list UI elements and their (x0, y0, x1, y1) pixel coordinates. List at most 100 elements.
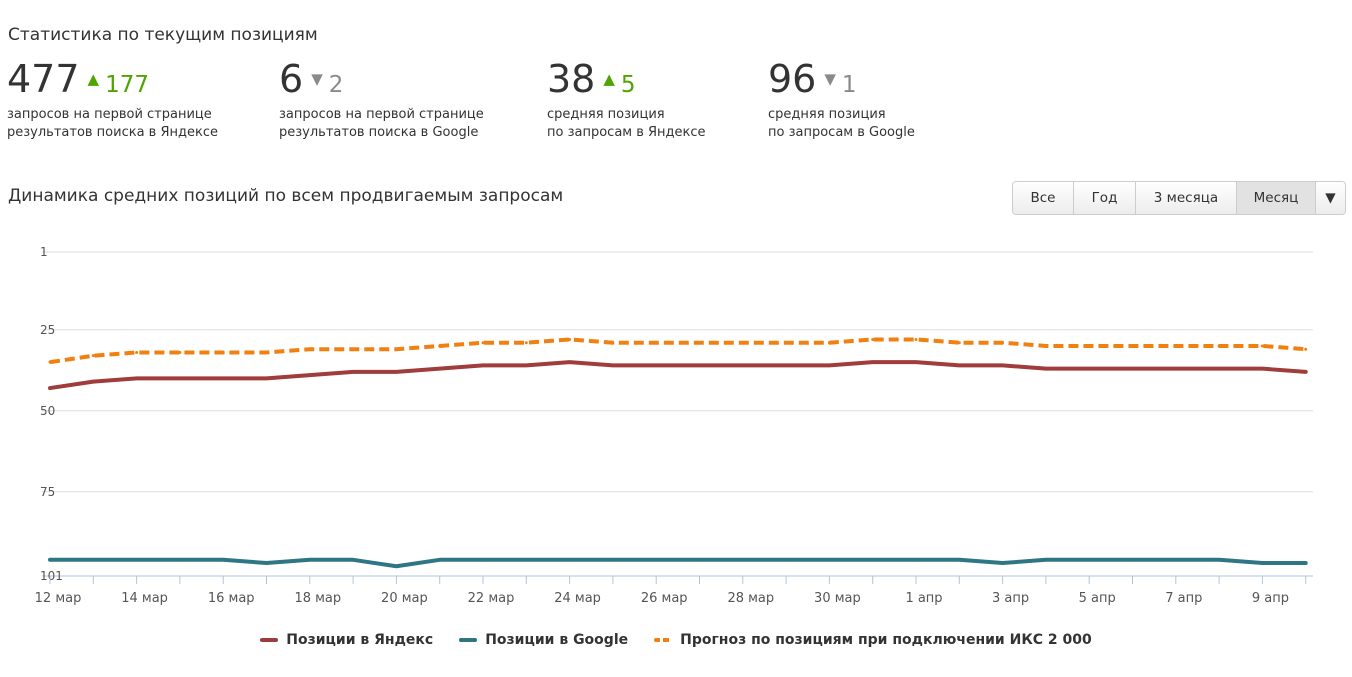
data-point-forecast (48, 360, 52, 364)
data-point-forecast (1131, 344, 1134, 348)
stat-value: 96 (768, 57, 817, 101)
data-point-google (1087, 558, 1091, 562)
data-point-yandex (611, 363, 615, 367)
data-point-yandex (568, 360, 572, 364)
x-tick-label: 5 апр (1079, 591, 1116, 606)
stat-value: 477 (7, 57, 80, 101)
data-point-google (221, 558, 225, 562)
legend-item-forecast[interactable]: Прогноз по позициям при подключении ИКС … (654, 632, 1092, 648)
range-3-months-button[interactable]: 3 месяца (1136, 182, 1237, 214)
x-tick-label: 28 мар (727, 591, 774, 606)
data-point-forecast (1044, 344, 1048, 348)
data-point-forecast (784, 341, 788, 345)
data-point-forecast (221, 350, 225, 354)
data-point-yandex (914, 360, 918, 364)
y-tick-label: 1 (40, 245, 48, 259)
data-point-yandex (1217, 367, 1221, 371)
data-point-forecast (178, 350, 182, 354)
legend-item-google[interactable]: Позиции в Google (459, 632, 628, 648)
stat-google-first-page: 6 ▼ 2 запросов на первой странице резуль… (279, 55, 484, 142)
data-point-google (698, 558, 701, 562)
y-tick-label: 75 (40, 485, 55, 499)
data-point-yandex (394, 370, 398, 374)
range-all-button[interactable]: Все (1013, 182, 1074, 214)
data-point-forecast (698, 341, 701, 345)
stat-google-avg-position: 96 ▼ 1 средняя позиция по запросам в Goo… (768, 55, 915, 142)
data-point-yandex (351, 370, 355, 374)
data-point-google (438, 558, 442, 562)
stat-change: 5 (620, 72, 636, 98)
data-point-yandex (221, 376, 225, 380)
data-point-yandex (48, 386, 52, 390)
data-point-yandex (654, 363, 658, 367)
positions-chart: 1 25 50 75 101 12 мар 14 мар 16 мар 18 мар 20 ма… (35, 245, 1313, 606)
data-point-forecast (135, 350, 139, 354)
legend-swatch-google (459, 638, 478, 642)
x-tick-label: 3 апр (992, 591, 1029, 606)
data-point-google (91, 558, 95, 562)
data-point-google (957, 558, 961, 562)
arrow-up-icon: ▲ (87, 70, 100, 88)
series-line-forecast (49, 337, 1306, 365)
data-point-forecast (265, 350, 268, 354)
x-tick-label: 14 мар (121, 591, 168, 606)
data-point-google (48, 558, 52, 562)
data-point-google (481, 558, 485, 562)
data-point-yandex (481, 363, 485, 367)
data-point-yandex (91, 380, 95, 384)
data-point-forecast (1087, 344, 1091, 348)
data-point-forecast (1304, 347, 1308, 351)
data-point-google (1001, 561, 1005, 565)
data-point-forecast (871, 337, 875, 341)
data-point-google (135, 558, 139, 562)
series-line-google (48, 557, 1308, 569)
data-point-forecast (481, 341, 485, 345)
chart-legend: Позиции в Яндекс Позиции в Google Прогно… (0, 632, 1352, 648)
legend-label: Позиции в Google (485, 632, 629, 648)
data-point-yandex (1044, 367, 1048, 371)
x-tick-label: 20 мар (381, 591, 428, 606)
stat-value: 6 (279, 57, 304, 101)
arrow-up-icon: ▲ (603, 70, 615, 88)
data-point-forecast (1260, 344, 1264, 348)
data-point-forecast (611, 341, 615, 345)
y-tick-label: 25 (40, 323, 55, 337)
data-point-google (611, 558, 615, 562)
range-month-button[interactable]: Месяц (1237, 182, 1316, 214)
data-point-yandex (827, 363, 831, 367)
x-tick-label: 9 апр (1252, 591, 1289, 606)
data-point-yandex (1174, 367, 1178, 371)
data-point-yandex (1087, 367, 1091, 371)
data-point-google (308, 558, 312, 562)
range-dropdown-toggle[interactable]: ▼ (1316, 182, 1345, 214)
data-point-forecast (957, 341, 961, 345)
legend-item-yandex[interactable]: Позиции в Яндекс (260, 632, 433, 648)
data-point-forecast (438, 344, 442, 348)
legend-swatch-yandex (260, 638, 279, 642)
x-tick-label: 24 мар (554, 591, 601, 606)
data-point-google (827, 558, 831, 562)
data-point-google (741, 558, 745, 562)
data-point-forecast (654, 341, 658, 345)
data-point-yandex (1304, 370, 1308, 374)
data-point-google (914, 558, 918, 562)
data-point-forecast (1174, 344, 1178, 348)
y-tick-label: 101 (40, 569, 63, 583)
data-point-yandex (698, 363, 701, 367)
range-year-button[interactable]: Год (1074, 182, 1136, 214)
stat-yandex-avg-position: 38 ▲ 5 средняя позиция по запросам в Янд… (547, 55, 706, 142)
data-point-forecast (394, 347, 398, 351)
data-point-yandex (1131, 367, 1134, 371)
stat-yandex-first-page: 477 ▲ 177 запросов на первой странице ре… (7, 55, 218, 142)
data-point-google (1131, 558, 1134, 562)
chart-title: Динамика средних позиций по всем продвиг… (8, 186, 564, 206)
stat-desc-line1: средняя позиция (768, 107, 886, 122)
data-point-google (1217, 558, 1221, 562)
data-point-google (568, 558, 572, 562)
data-point-yandex (1001, 363, 1005, 367)
stat-desc-line1: средняя позиция (547, 107, 665, 122)
data-point-google (871, 558, 875, 562)
data-point-yandex (871, 360, 875, 364)
data-point-forecast (741, 341, 745, 345)
x-tick-label: 22 мар (468, 591, 515, 606)
